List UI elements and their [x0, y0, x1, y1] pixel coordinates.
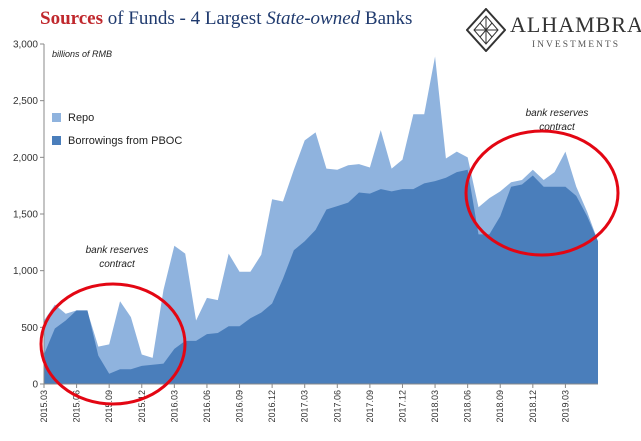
x-tick-label: 2017.03 [300, 390, 310, 423]
x-tick-label: 2018.06 [463, 390, 473, 423]
x-tick-label: 2018.09 [495, 390, 505, 423]
x-tick-label: 2017.12 [397, 390, 407, 423]
x-tick-label: 2016.12 [267, 390, 277, 423]
y-tick-label: 1,000 [13, 266, 38, 277]
x-tick-label: 2016.06 [202, 390, 212, 423]
alhambra-logo: ALHAMBRA INVESTMENTS [465, 7, 641, 62]
x-tick-label: 2016.09 [235, 390, 245, 423]
x-tick-label: 2015.12 [137, 390, 147, 423]
x-tick-label: 2019.03 [560, 390, 570, 423]
highlight-circle-right [464, 129, 620, 257]
title-banks: Banks [360, 8, 413, 29]
legend-label-repo: Repo [68, 112, 94, 124]
legend-swatch-repo [52, 113, 61, 122]
y-tick-label: 3,000 [13, 40, 38, 51]
title-middle: of Funds - 4 Largest [102, 8, 267, 29]
highlight-circle-left [39, 282, 187, 406]
y-tick-label: 0 [32, 380, 38, 391]
x-tick-label: 2015.09 [104, 390, 114, 423]
series-area-pboc [44, 169, 598, 384]
annotation-left-line1: bank reserves [86, 245, 149, 256]
title-state-owned: State-owned [266, 8, 361, 29]
x-tick-label: 2017.09 [365, 390, 375, 423]
title-sources: Sources [40, 8, 103, 29]
x-tick-label: 2016.03 [169, 390, 179, 423]
y-tick-label: 1,500 [13, 210, 38, 221]
y-tick-label: 2,500 [13, 96, 38, 107]
y-tick-label: 500 [21, 323, 38, 334]
x-tick-label: 2015.06 [72, 390, 82, 423]
diamond-logo-icon [465, 7, 507, 53]
y-tick-label: 2,000 [13, 153, 38, 164]
annotation-left-line2: contract [99, 259, 136, 270]
unit-label: billions of RMB [52, 49, 112, 59]
legend-swatch-pboc [52, 136, 61, 145]
chart-title: Sources of Funds - 4 Largest State-owned… [40, 8, 412, 30]
annotation-right-line1: bank reserves [526, 108, 589, 119]
x-tick-label: 2015.03 [39, 390, 49, 423]
x-tick-label: 2018.12 [528, 390, 538, 423]
logo-sub: INVESTMENTS [532, 40, 620, 50]
logo-brand: ALHAMBRA [510, 12, 641, 37]
legend-label-pboc: Borrowings from PBOC [68, 135, 182, 147]
annotation-right-line2: contract [539, 122, 576, 133]
x-tick-label: 2017.06 [332, 390, 342, 423]
x-tick-label: 2018.03 [430, 390, 440, 423]
